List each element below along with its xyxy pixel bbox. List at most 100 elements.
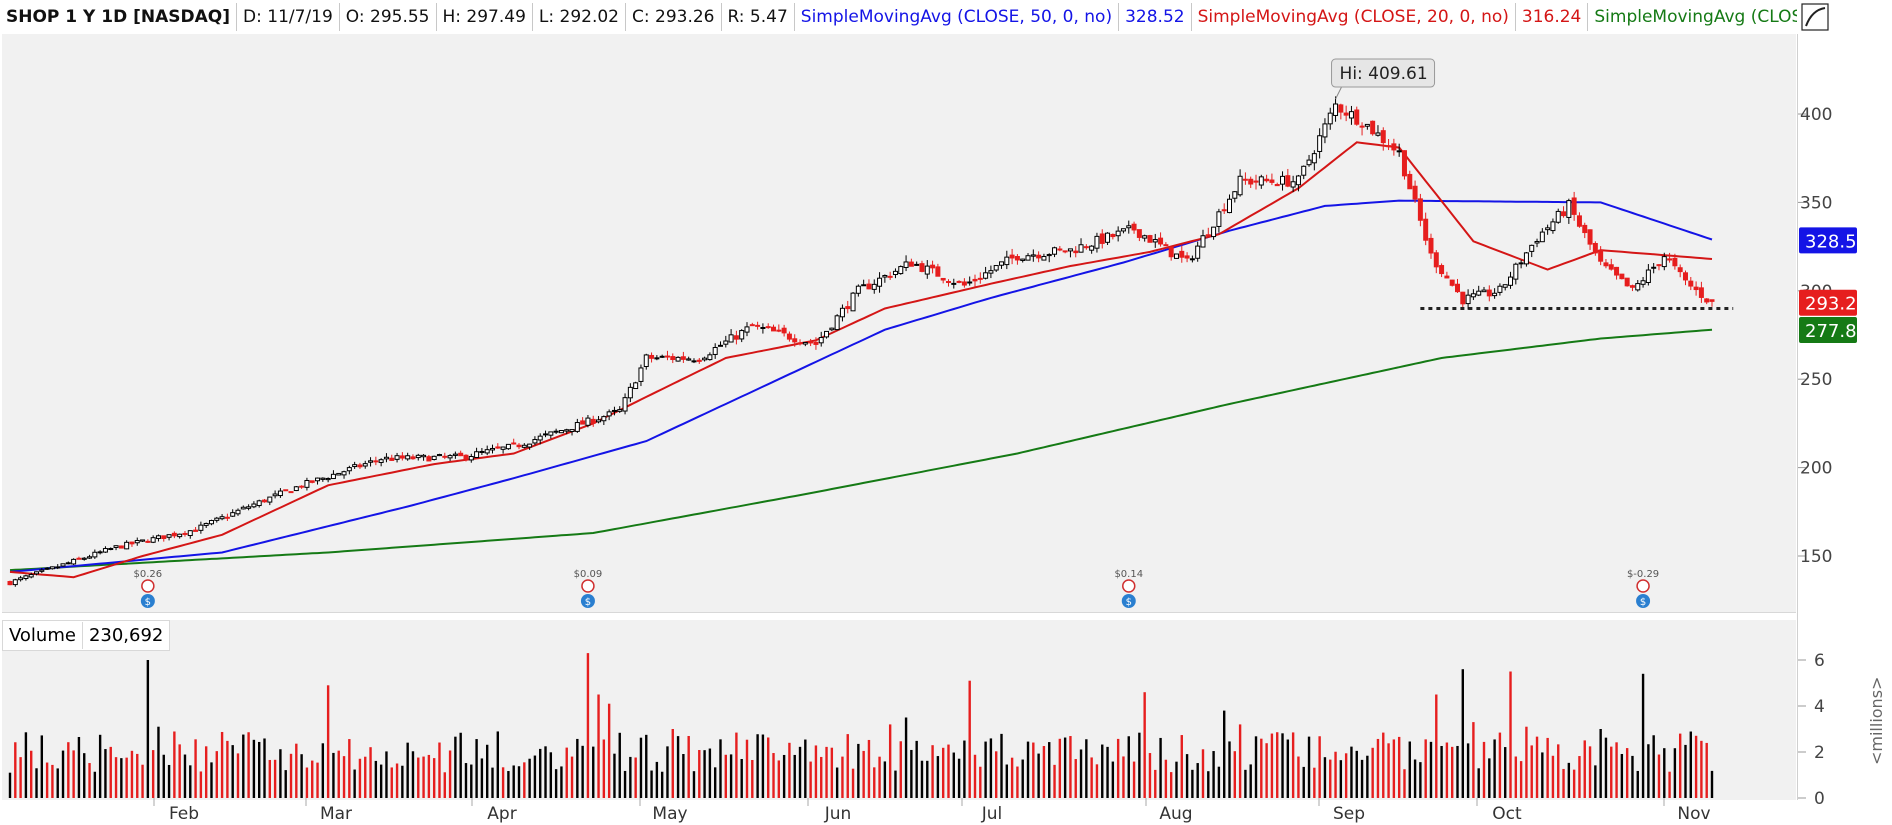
candle — [1041, 253, 1047, 261]
candle-body — [315, 477, 321, 482]
volume-bar — [1705, 742, 1708, 798]
candle — [686, 356, 692, 361]
candle — [1142, 234, 1148, 242]
candle-body — [1163, 244, 1169, 247]
candle-body — [553, 430, 559, 433]
candle-body — [389, 457, 395, 461]
volume-bar — [141, 764, 144, 798]
volume-bar — [936, 756, 940, 798]
volume-bar — [1127, 736, 1130, 798]
month-label: Aug — [1159, 804, 1192, 824]
candle-body — [1301, 165, 1307, 176]
candle — [187, 530, 193, 539]
candle-body — [1497, 285, 1503, 293]
candle — [161, 535, 167, 542]
candle — [1603, 258, 1609, 269]
price-panel[interactable] — [2, 34, 1796, 613]
candle-body — [283, 489, 289, 492]
candle — [118, 545, 124, 549]
volume-label[interactable]: Volume — [3, 622, 83, 649]
candle-body — [675, 356, 681, 362]
candle — [1370, 120, 1376, 136]
candle-body — [786, 333, 792, 340]
candle — [293, 486, 299, 492]
candle-body — [569, 429, 575, 432]
candle-body — [1195, 245, 1201, 259]
candle-body — [961, 281, 967, 286]
volume-bar — [973, 754, 977, 798]
symbol-label[interactable]: SHOP 1 Y 1D [NASDAQ] — [0, 3, 238, 31]
candle — [60, 563, 66, 567]
candle — [1592, 241, 1598, 256]
volume-bars — [8, 653, 1714, 798]
candle-body — [808, 341, 814, 344]
volume-bar — [1154, 769, 1157, 798]
volume-bar — [194, 739, 197, 798]
volume-bar — [597, 694, 600, 798]
candle-body — [495, 446, 501, 449]
candle — [977, 272, 983, 284]
candle-body — [1555, 210, 1561, 223]
volume-bar — [639, 737, 643, 798]
volume-bar — [1148, 753, 1152, 798]
sma200-study-label[interactable]: SimpleMovingAvg (CLOSE, 200, 0, no) — [1588, 3, 1797, 31]
price-badges: 328.52 293.26 277.86 — [1799, 227, 1868, 343]
price-tick-label: 200 — [1800, 459, 1832, 479]
candle-body — [1073, 250, 1079, 254]
volume-bar — [1456, 745, 1459, 798]
month-label: Jul — [981, 804, 1003, 824]
candle-body — [1152, 239, 1158, 243]
candle — [829, 327, 835, 332]
candle — [1624, 277, 1630, 287]
volume-bar — [719, 739, 722, 798]
sma50-study-value: 328.52 — [1119, 3, 1192, 31]
candle-body — [834, 315, 840, 331]
candle — [1523, 252, 1529, 267]
candle-body — [1603, 262, 1609, 267]
candle — [861, 279, 867, 287]
candle-body — [1030, 254, 1036, 257]
volume-bar — [438, 742, 441, 798]
volume-bar — [592, 746, 595, 798]
volume-bar — [56, 768, 59, 798]
candle — [1147, 234, 1153, 243]
candle-body — [1179, 250, 1185, 258]
candle — [389, 454, 395, 461]
candle-body — [935, 266, 941, 277]
candle-body — [399, 455, 405, 459]
candle — [452, 451, 458, 459]
volume-bar — [1461, 669, 1464, 798]
volume-bar — [464, 763, 468, 798]
candle-body — [511, 442, 517, 445]
candle — [739, 329, 745, 343]
candle-body — [1327, 112, 1333, 125]
candle-body — [1126, 225, 1132, 229]
drawing-tool-button[interactable] — [1798, 0, 1892, 34]
candle — [76, 556, 82, 560]
volume-bar — [326, 685, 330, 798]
volume-bar — [1063, 737, 1067, 798]
volume-bar — [1169, 772, 1173, 798]
volume-bar — [501, 767, 505, 798]
volume-bar — [289, 753, 293, 798]
candle — [224, 513, 230, 521]
candle — [410, 454, 416, 460]
candle-body — [1688, 280, 1694, 287]
candle-body — [1571, 197, 1577, 215]
sma20-study-label[interactable]: SimpleMovingAvg (CLOSE, 20, 0, no) — [1192, 3, 1516, 31]
candle — [1502, 284, 1508, 291]
volume-bar — [496, 731, 500, 798]
sma50-study-label[interactable]: SimpleMovingAvg (CLOSE, 50, 0, no) — [795, 3, 1120, 31]
candle-body — [1481, 289, 1487, 293]
volume-bar — [1313, 767, 1316, 798]
volume-bar — [226, 740, 229, 798]
volume-bar — [485, 744, 489, 798]
candle — [728, 329, 734, 343]
volume-bar — [1663, 748, 1666, 798]
candle-body — [1534, 240, 1540, 244]
candle-body — [262, 499, 268, 503]
candle — [208, 519, 214, 526]
candle — [1629, 284, 1635, 292]
candle-body — [1057, 248, 1063, 251]
